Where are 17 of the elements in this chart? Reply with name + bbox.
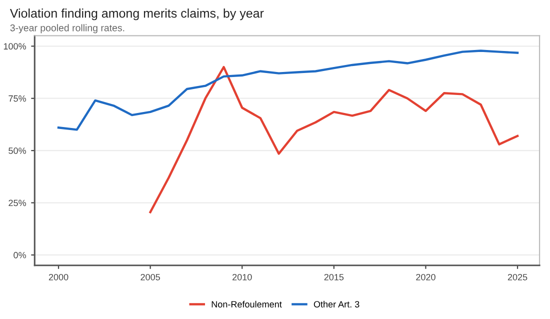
line-series xyxy=(57,50,519,131)
y-tick-label: 25% xyxy=(8,200,26,206)
legend-label: Non-Refoulement xyxy=(212,300,282,308)
chart-subtitle: 3-year pooled rolling rates. xyxy=(10,24,124,34)
y-tick-label: 75% xyxy=(8,95,26,102)
legend-label: Other Art. 3 xyxy=(314,300,360,308)
x-tick-label: 2020 xyxy=(416,274,436,280)
x-tick-label: 2025 xyxy=(508,274,528,280)
x-tick-label: 2000 xyxy=(48,274,68,280)
x-tick-label: 2015 xyxy=(324,274,344,280)
x-tick-label: 2005 xyxy=(140,274,160,280)
y-tick-label: 100% xyxy=(4,43,26,50)
y-tick-label: 0% xyxy=(14,252,26,258)
y-tick-label: 50% xyxy=(8,148,26,154)
chart-title: Violation finding among merits claims, by year xyxy=(10,8,264,20)
line-series xyxy=(149,66,519,214)
x-tick-label: 2010 xyxy=(232,274,252,280)
